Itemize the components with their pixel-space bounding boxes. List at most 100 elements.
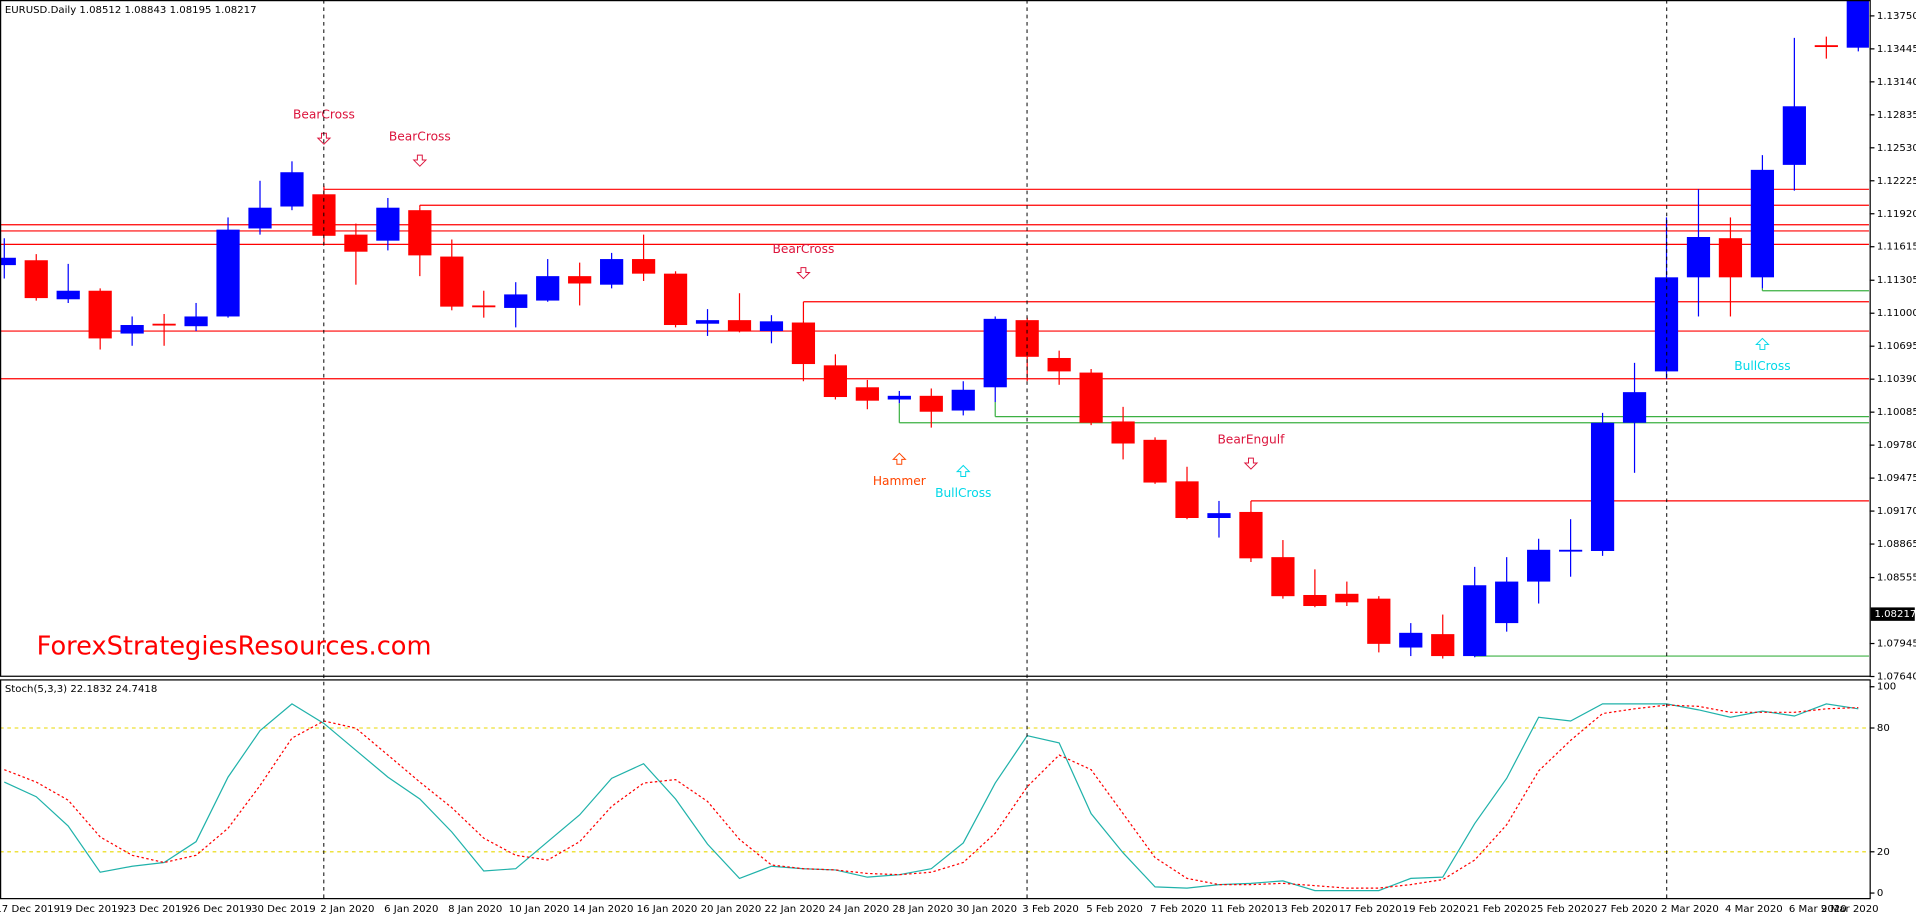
candle-body <box>1750 169 1775 278</box>
x-tick-label: 8 Jan 2020 <box>448 904 502 915</box>
x-tick-label: 21 Feb 2020 <box>1467 904 1530 915</box>
annotation-label: BearCross <box>293 107 355 121</box>
candle-body <box>408 210 432 256</box>
last-price-label: 1.08217 <box>1874 609 1916 620</box>
candle-body <box>1431 634 1455 657</box>
x-tick-label: 20 Jan 2020 <box>701 904 762 915</box>
candle-body <box>1399 632 1423 648</box>
x-tick-label: 17 Dec 2019 <box>0 904 60 915</box>
y-tick-label: 1.08865 <box>1877 539 1916 550</box>
x-tick-label: 4 Mar 2020 <box>1725 904 1783 915</box>
candle-body <box>727 320 752 332</box>
stochastic-line <box>4 703 1859 892</box>
candle-body <box>1239 511 1263 559</box>
candle-body <box>823 365 847 398</box>
y-tick-label: 1.10085 <box>1877 407 1916 418</box>
x-tick-label: 3 Feb 2020 <box>1022 904 1079 915</box>
candle-body <box>1079 372 1103 423</box>
x-tick-label: 13 Feb 2020 <box>1275 904 1338 915</box>
x-tick-label: 2 Jan 2020 <box>320 904 374 915</box>
y-tick-label: 1.11920 <box>1877 209 1916 220</box>
annotation-arrow <box>1755 337 1770 350</box>
y-tick-label: 1.12530 <box>1877 143 1916 154</box>
y-tick-label: 1.13750 <box>1877 11 1916 22</box>
y-tick-label: 1.12835 <box>1877 110 1916 121</box>
y-tick-label: 1.07945 <box>1877 639 1916 650</box>
x-tick-label: 30 Jan 2020 <box>956 904 1017 915</box>
x-tick-label: 5 Feb 2020 <box>1086 904 1143 915</box>
y-tick-label: 100 <box>1877 682 1896 693</box>
chart-title: EURUSD.Daily 1.08512 1.08843 1.08195 1.0… <box>5 5 257 16</box>
x-tick-label: 24 Jan 2020 <box>828 904 889 915</box>
candle-body <box>695 320 720 324</box>
candle-body <box>440 256 464 307</box>
annotation-label: BearEngulf <box>1217 432 1285 446</box>
candle-body <box>1495 581 1519 624</box>
y-tick-label: 1.11305 <box>1877 275 1916 286</box>
candle-body <box>1590 422 1615 551</box>
annotation-arrow <box>796 267 811 280</box>
candle-body <box>1527 549 1551 582</box>
candle-body <box>56 290 80 300</box>
annotation-label: Hammer <box>873 474 927 488</box>
x-tick-label: 9 Mar 2020 <box>1821 904 1879 915</box>
x-tick-label: 10 Jan 2020 <box>509 904 570 915</box>
candle-body <box>472 305 496 308</box>
y-tick-label: 1.13445 <box>1877 44 1916 55</box>
candle-body <box>1463 585 1487 657</box>
x-tick-label: 16 Jan 2020 <box>637 904 698 915</box>
candle-body <box>1782 106 1806 165</box>
y-tick-label: 80 <box>1877 723 1890 734</box>
annotation-arrow <box>1243 457 1259 470</box>
x-tick-label: 26 Dec 2019 <box>187 904 252 915</box>
candle-body <box>887 395 911 400</box>
candle-body <box>1111 421 1135 444</box>
x-tick-label: 30 Dec 2019 <box>251 904 316 915</box>
candle-body <box>1718 238 1743 278</box>
y-tick-label: 1.09170 <box>1877 506 1916 517</box>
x-tick-label: 27 Feb 2020 <box>1594 904 1657 915</box>
candle-body <box>791 322 816 365</box>
candle-body <box>1558 549 1583 552</box>
candle-body <box>631 259 656 274</box>
annotation-label: BearCross <box>389 129 451 143</box>
price-pane-border <box>0 0 1871 677</box>
y-tick-label: 1.10390 <box>1877 374 1916 385</box>
candle-body <box>663 273 688 326</box>
y-tick-label: 1.11000 <box>1877 308 1916 319</box>
y-tick-label: 1.09475 <box>1877 473 1916 484</box>
annotation-label: BullCross <box>1734 359 1790 373</box>
annotation-arrow <box>412 154 428 167</box>
candle-body <box>1207 513 1231 519</box>
watermark: ForexStrategiesResources.com <box>37 632 432 662</box>
candle-body <box>248 207 272 229</box>
candle-body <box>216 229 240 317</box>
annotation-label: BullCross <box>935 486 991 500</box>
y-tick-label: 1.10695 <box>1877 341 1916 352</box>
candle-body <box>120 325 144 334</box>
y-tick-label: 1.13140 <box>1877 77 1916 88</box>
candle-body <box>1303 594 1327 607</box>
y-tick-label: 1.07640 <box>1877 672 1916 683</box>
candle-body <box>504 294 528 308</box>
candle-body <box>376 207 400 241</box>
candle-body <box>88 290 112 339</box>
annotation-arrow <box>316 132 332 145</box>
candle-body <box>1143 439 1167 483</box>
x-tick-label: 6 Mar 2020 <box>1789 904 1847 915</box>
candle-body <box>0 257 16 266</box>
candle-body <box>1367 598 1391 644</box>
x-tick-label: 2 Mar 2020 <box>1661 904 1719 915</box>
x-tick-label: 28 Jan 2020 <box>892 904 953 915</box>
candle-body <box>1846 0 1869 48</box>
x-tick-label: 7 Feb 2020 <box>1150 904 1207 915</box>
candle-body <box>1175 481 1199 519</box>
annotation-arrow <box>955 464 971 477</box>
candle-body <box>983 318 1007 388</box>
x-tick-label: 25 Feb 2020 <box>1531 904 1594 915</box>
candle-body <box>280 172 304 207</box>
candle-body <box>1686 236 1711 278</box>
axes: 1.13750 1.13445 1.13140 1.12835 1.12530 1.122… <box>0 11 1916 915</box>
